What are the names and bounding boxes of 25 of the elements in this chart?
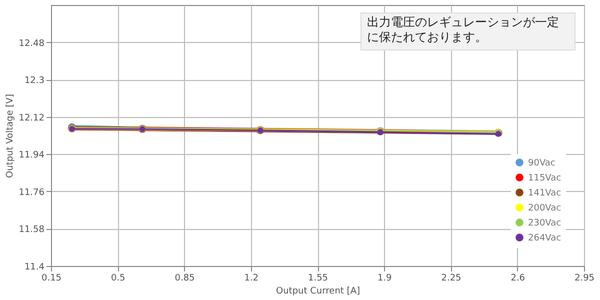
x-tick-label: 0.5 (110, 274, 126, 284)
y-axis-title: Output Voltage [V] (6, 94, 16, 178)
x-tick-label: 1.2 (244, 274, 259, 284)
legend-label: 115Vac (528, 174, 562, 184)
y-tick-label: 12.12 (18, 113, 44, 124)
y-tick-label: 11.58 (18, 225, 45, 236)
x-tick-label: 0.15 (41, 274, 62, 284)
x-tick-label: 2.6 (510, 274, 526, 284)
y-tick-label: 11.76 (18, 188, 45, 198)
x-tick-label: 2.25 (441, 274, 462, 284)
legend-label: 200Vac (528, 204, 562, 214)
x-axis-title: Output Current [A] (276, 286, 360, 296)
legend-label: 264Vac (528, 234, 562, 244)
annotation: 出力電圧のレギュレーションが一定に保たれております。 (367, 15, 559, 44)
legend-label: 230Vac (528, 218, 562, 228)
legend-label: 141Vac (528, 188, 562, 198)
y-tick-label: 12.48 (18, 38, 45, 49)
x-tick-label: 0.85 (174, 274, 195, 284)
y-tick-label: 11.94 (18, 150, 45, 161)
y-tick-label: 11.4 (24, 262, 45, 272)
x-tick-label: 2.95 (574, 274, 595, 284)
legend-label: 90Vac (528, 158, 556, 168)
x-tick-label: 1.55 (308, 274, 328, 284)
x-tick-label: 1.9 (377, 274, 392, 284)
y-tick-label: 12.3 (24, 76, 44, 86)
